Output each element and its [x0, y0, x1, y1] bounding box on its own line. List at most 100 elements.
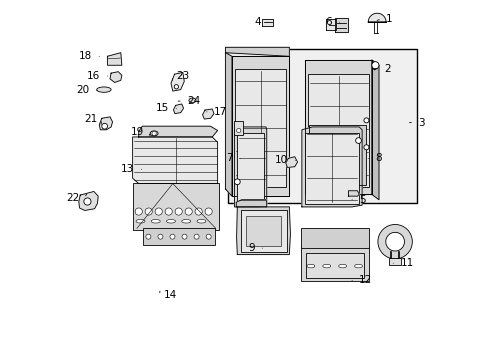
Circle shape: [83, 198, 91, 205]
Ellipse shape: [354, 264, 362, 268]
Text: 24: 24: [187, 96, 200, 106]
Circle shape: [355, 138, 361, 143]
Polygon shape: [301, 127, 362, 207]
Text: 9: 9: [248, 243, 255, 253]
Text: 22: 22: [66, 193, 80, 203]
Polygon shape: [234, 127, 266, 207]
Ellipse shape: [338, 264, 346, 268]
Bar: [132, 183, 218, 230]
Polygon shape: [325, 19, 335, 30]
Circle shape: [155, 208, 162, 215]
Bar: [246, 216, 281, 246]
Circle shape: [165, 208, 172, 215]
Text: 5: 5: [359, 195, 365, 205]
Circle shape: [152, 131, 156, 135]
Text: 17: 17: [214, 107, 227, 117]
Ellipse shape: [166, 220, 175, 223]
Polygon shape: [367, 13, 386, 22]
Text: 23: 23: [176, 71, 189, 81]
Polygon shape: [107, 53, 122, 65]
Text: 13: 13: [121, 164, 134, 174]
Ellipse shape: [136, 220, 144, 223]
Circle shape: [182, 234, 187, 239]
Wedge shape: [377, 225, 411, 259]
Ellipse shape: [306, 264, 314, 268]
Text: 18: 18: [79, 51, 92, 61]
Text: 10: 10: [275, 155, 287, 165]
Circle shape: [102, 123, 107, 129]
Polygon shape: [225, 53, 231, 196]
Circle shape: [194, 234, 199, 239]
Polygon shape: [171, 72, 184, 91]
Polygon shape: [348, 191, 359, 196]
Circle shape: [363, 145, 368, 150]
Polygon shape: [132, 137, 217, 184]
Polygon shape: [285, 157, 297, 167]
Bar: [308, 74, 368, 187]
Bar: [237, 134, 264, 204]
Text: 20: 20: [76, 85, 89, 95]
Polygon shape: [79, 192, 98, 211]
Bar: [234, 69, 286, 187]
Bar: [228, 49, 416, 203]
Circle shape: [206, 234, 211, 239]
Circle shape: [145, 234, 151, 239]
Text: 21: 21: [84, 114, 97, 124]
Circle shape: [184, 208, 192, 215]
Circle shape: [195, 208, 202, 215]
Bar: [234, 121, 243, 135]
Bar: [388, 258, 400, 265]
Text: 7: 7: [226, 153, 233, 163]
Polygon shape: [305, 60, 371, 194]
Bar: [304, 133, 359, 204]
Text: 15: 15: [156, 103, 169, 113]
Ellipse shape: [188, 98, 196, 103]
Polygon shape: [334, 18, 347, 32]
Polygon shape: [371, 60, 378, 200]
Ellipse shape: [97, 87, 111, 92]
Circle shape: [158, 234, 163, 239]
Polygon shape: [225, 47, 289, 56]
Text: 8: 8: [375, 153, 381, 163]
Polygon shape: [236, 200, 266, 207]
Ellipse shape: [322, 264, 330, 268]
Ellipse shape: [151, 220, 160, 223]
Text: 4: 4: [253, 17, 260, 27]
Polygon shape: [99, 117, 112, 130]
Circle shape: [371, 62, 378, 69]
Circle shape: [236, 129, 241, 133]
Text: 16: 16: [87, 71, 100, 81]
Polygon shape: [173, 104, 183, 114]
Polygon shape: [261, 19, 273, 26]
Circle shape: [170, 234, 175, 239]
Ellipse shape: [197, 220, 205, 223]
Polygon shape: [231, 56, 289, 196]
Polygon shape: [236, 207, 290, 255]
Polygon shape: [110, 72, 122, 82]
Circle shape: [174, 85, 178, 89]
Bar: [143, 228, 215, 245]
Text: 3: 3: [418, 118, 424, 128]
Text: 1: 1: [386, 14, 392, 24]
Circle shape: [363, 118, 368, 123]
Circle shape: [145, 208, 152, 215]
Bar: [301, 247, 368, 281]
Text: 6: 6: [325, 17, 332, 27]
Bar: [241, 211, 286, 252]
Ellipse shape: [182, 220, 190, 223]
Polygon shape: [139, 126, 217, 137]
Text: 11: 11: [400, 258, 413, 268]
Bar: [305, 253, 363, 278]
Circle shape: [135, 208, 142, 215]
Ellipse shape: [150, 131, 158, 136]
Polygon shape: [202, 109, 214, 119]
Text: 19: 19: [131, 127, 144, 136]
Text: 2: 2: [384, 64, 390, 74]
Circle shape: [204, 208, 212, 215]
Circle shape: [234, 179, 240, 185]
Circle shape: [175, 208, 182, 215]
Bar: [301, 228, 368, 248]
Text: 14: 14: [163, 291, 177, 301]
Text: 12: 12: [359, 275, 372, 285]
Bar: [308, 125, 366, 185]
